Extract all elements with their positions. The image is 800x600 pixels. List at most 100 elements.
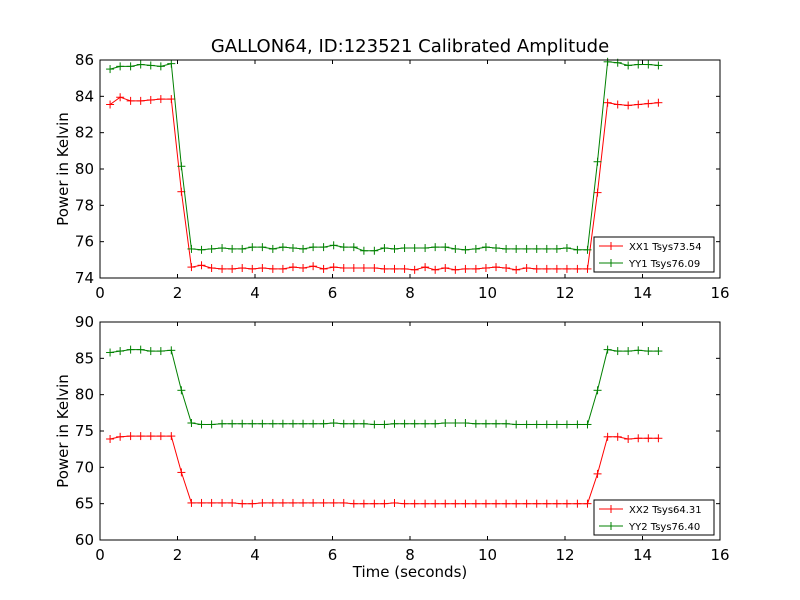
- bottom-series-0-point: [136, 432, 145, 441]
- bottom-series-1-point: [146, 347, 155, 356]
- top-y-tick-label: 80: [75, 160, 94, 178]
- top-x-tick-label: 12: [555, 284, 574, 302]
- bottom-series-1-point: [228, 419, 237, 428]
- top-series-1-point: [248, 243, 257, 252]
- top-series-1-point: [288, 244, 297, 253]
- bottom-legend-label-yy2: YY2 Tsys76.40: [628, 522, 700, 533]
- bottom-series-0-point: [431, 499, 440, 508]
- bottom-series-1-point: [309, 419, 318, 428]
- top-series-0-point: [258, 264, 267, 273]
- bottom-series-0-point: [654, 434, 663, 443]
- top-series-0-point: [380, 264, 389, 273]
- bottom-series-1-point: [299, 419, 308, 428]
- top-series-1-point: [431, 243, 440, 252]
- top-series-0-point: [167, 95, 176, 104]
- bottom-series-1-point: [532, 420, 541, 429]
- top-series-1-point: [603, 57, 612, 66]
- top-series-0-point: [197, 261, 206, 270]
- top-legend-box: [593, 236, 715, 273]
- top-series-1-point: [359, 246, 368, 255]
- top-series-0-point: [146, 95, 155, 104]
- top-x-tick-label: 16: [710, 284, 729, 302]
- bottom-series-1-point: [380, 420, 389, 429]
- bottom-series-1-point: [634, 346, 643, 355]
- bottom-series-0-point: [177, 468, 186, 477]
- top-series-0-point: [603, 98, 612, 107]
- top-series-0-point: [512, 265, 521, 274]
- top-series-0-point: [187, 263, 196, 272]
- top-series-1-point: [177, 162, 186, 171]
- bottom-series-0-point: [613, 432, 622, 441]
- top-series-1-point: [370, 246, 379, 255]
- top-series-1-point: [228, 244, 237, 253]
- top-series-1-point: [309, 243, 318, 252]
- top-x-tick-label: 8: [405, 284, 415, 302]
- top-series-0-point: [552, 264, 561, 273]
- bottom-series-1-point: [278, 419, 287, 428]
- top-series-1-point: [522, 244, 531, 253]
- bottom-series-0-point: [146, 432, 155, 441]
- bottom-series-0-point: [532, 499, 541, 508]
- bottom-y-tick-label: 65: [75, 495, 94, 513]
- bottom-series-1-point: [441, 419, 450, 428]
- top-series-1-point: [421, 244, 430, 253]
- top-legend-label-xx1: XX1 Tsys73.54: [629, 242, 702, 253]
- top-series-0-point: [461, 264, 470, 273]
- top-series-0-point: [228, 264, 237, 273]
- top-series-0-point: [136, 96, 145, 105]
- bottom-series-0-point: [238, 499, 247, 508]
- top-y-tick-label: 82: [75, 124, 94, 142]
- top-panel: 0 2 4 6 8 10 12 14 16 74 76 78 80 82 84 86 Power in Kel…: [54, 51, 730, 302]
- bottom-series-1-point: [654, 347, 663, 356]
- bottom-series-0-point: [268, 498, 277, 507]
- top-legend: XX1 Tsys73.54 YY1 Tsys76.09: [593, 236, 715, 273]
- top-series-0-point: [613, 100, 622, 109]
- top-series-1-point: [410, 244, 419, 253]
- top-series-1-point: [532, 244, 541, 253]
- top-series-0-point: [481, 264, 490, 273]
- top-y-tick-label: 78: [75, 196, 94, 214]
- top-y-axis-label: Power in Kelvin: [54, 112, 72, 226]
- top-y-tick-label: 76: [75, 233, 94, 251]
- bottom-series-0-point: [583, 499, 592, 508]
- bottom-series-0-point: [116, 432, 125, 441]
- bottom-y-axis-label: Power in Kelvin: [54, 374, 72, 488]
- top-series-1-point: [492, 244, 501, 253]
- top-series-0-point: [654, 98, 663, 107]
- top-x-tick-label: 6: [328, 284, 338, 302]
- top-series-0-point: [156, 95, 165, 104]
- top-series-0-point: [126, 96, 135, 105]
- top-series-0-point: [644, 99, 653, 108]
- bottom-series-0-point: [218, 498, 227, 507]
- bottom-series-0-point: [370, 499, 379, 508]
- bottom-series-1-point: [410, 419, 419, 428]
- top-series-1-point: [461, 245, 470, 254]
- bottom-series-1-point: [319, 419, 328, 428]
- bottom-series-1-point: [116, 347, 125, 356]
- top-series-0-point: [573, 264, 582, 273]
- top-series-1-point: [187, 244, 196, 253]
- bottom-series-0-point: [278, 498, 287, 507]
- bottom-series-1-point: [218, 419, 227, 428]
- bottom-series-0-point: [421, 499, 430, 508]
- bottom-series-0-point: [400, 499, 409, 508]
- bottom-series-0-point: [441, 499, 450, 508]
- top-series-0-point: [309, 262, 318, 271]
- bottom-panel: 0 2 4 6 8 10 12 14 16 60 65 70 75 80 85 90 Power in Kel…: [54, 313, 730, 581]
- top-series-1-point: [654, 61, 663, 70]
- top-series-1-point: [451, 244, 460, 253]
- bottom-series-0-point: [492, 499, 501, 508]
- bottom-series-0-point: [410, 499, 419, 508]
- top-series-0-point: [542, 264, 551, 273]
- top-series-1-point: [156, 62, 165, 71]
- bottom-y-tick-label: 70: [75, 458, 94, 476]
- bottom-series-0-point: [339, 498, 348, 507]
- top-series-1-point: [167, 59, 176, 68]
- bottom-series-0-point: [309, 498, 318, 507]
- bottom-series-1-point: [461, 419, 470, 428]
- bottom-series-0-point: [359, 499, 368, 508]
- top-series-0-point: [268, 264, 277, 273]
- top-series-0-point: [410, 265, 419, 274]
- bottom-series-0-point: [248, 499, 257, 508]
